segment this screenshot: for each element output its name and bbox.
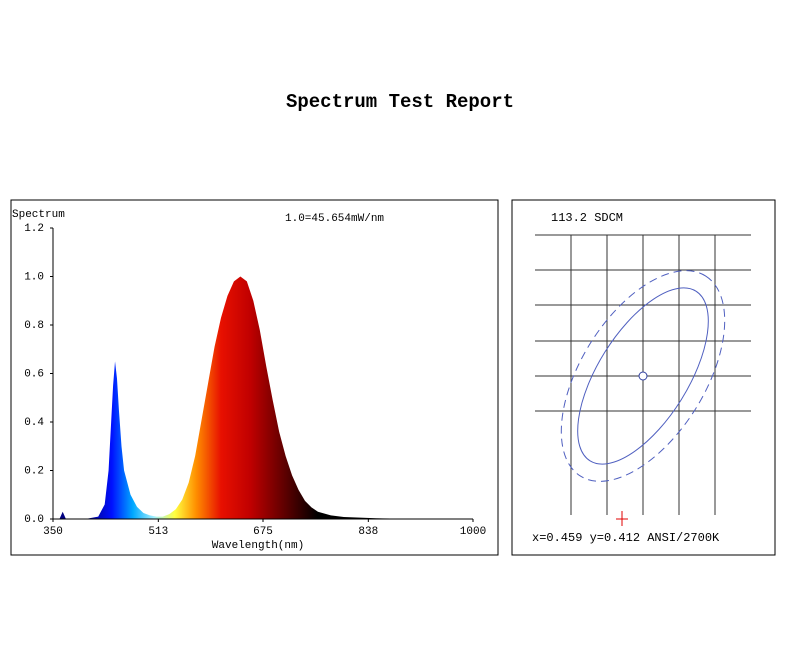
- coordinates: x=0.459 y=0.412 ANSI/2700K: [532, 531, 720, 545]
- y-tick-label: 1.0: [24, 271, 44, 283]
- x-tick-label: 838: [358, 526, 378, 538]
- spectrum-panel: [10, 199, 499, 556]
- outer-ellipse: [560, 270, 726, 482]
- sdcm-panel: [511, 199, 776, 556]
- annotation: 1.0=45.654mW/nm: [285, 213, 384, 225]
- inner-ellipse: [577, 287, 709, 465]
- y-tick-label: 0.0: [24, 514, 44, 526]
- sdcm-diagram: 113.2 SDCM x=0.459 y=0.412 ANSI/2700K: [532, 211, 751, 545]
- y-tick-label: 0.6: [24, 368, 44, 380]
- sdcm-grid: [535, 234, 751, 515]
- sdcm-label: 113.2 SDCM: [551, 211, 623, 225]
- x-axis-label: Wavelength(nm): [212, 540, 304, 552]
- x-tick-label: 513: [148, 526, 168, 538]
- x-tick-label: 350: [43, 526, 63, 538]
- x-tick-label: 675: [253, 526, 273, 538]
- spectrum-area: [53, 276, 473, 519]
- y-tick-label: 1.2: [24, 223, 44, 235]
- center-point: [638, 371, 648, 381]
- x-tick-label: 1000: [460, 526, 486, 538]
- y-axis-label: Spectrum: [12, 209, 65, 221]
- y-tick-label: 0.4: [24, 417, 44, 429]
- report-title: Spectrum Test Report: [286, 91, 514, 113]
- y-tick-label: 0.2: [24, 465, 44, 477]
- plot: 0.0 0.2 0.4 0.6 0.8 1.0 1.2 350 513 675 838 1000: [24, 223, 486, 538]
- y-tick-label: 0.8: [24, 320, 44, 332]
